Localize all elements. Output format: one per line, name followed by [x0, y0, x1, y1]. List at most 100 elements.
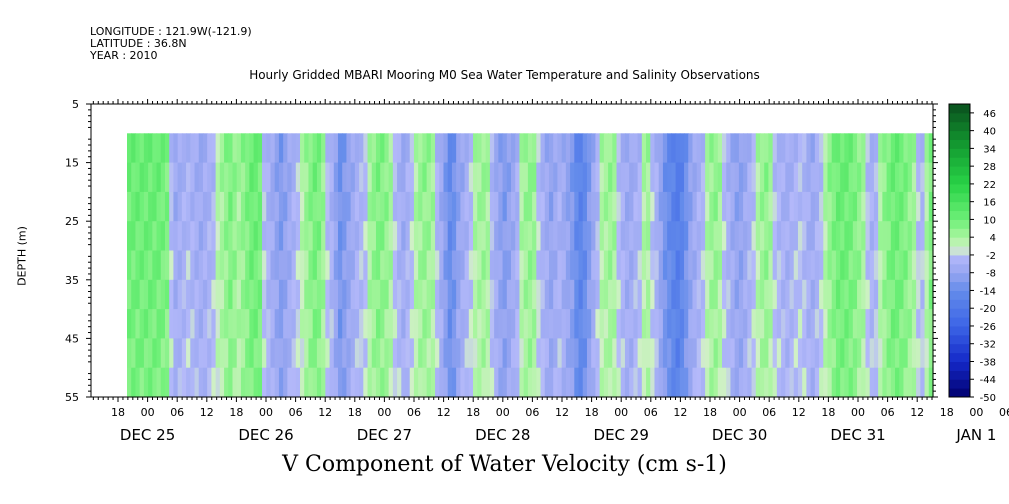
heatmap-cell [759, 162, 765, 193]
heatmap-cell [502, 309, 508, 339]
heatmap-cell [287, 162, 293, 193]
heatmap-cell [295, 279, 301, 310]
heatmap-cell [228, 162, 234, 193]
x-tick-label: 00 [377, 406, 391, 419]
heatmap-cell [641, 338, 647, 369]
heatmap-cell [848, 162, 854, 193]
heatmap-cell [194, 367, 200, 398]
heatmap-cell [641, 191, 647, 222]
heatmap-cell [802, 279, 807, 310]
heatmap-cell [443, 309, 449, 339]
heatmap-cell [654, 250, 660, 281]
heatmap-cell [451, 191, 457, 222]
heatmap-cell [895, 162, 900, 193]
x-date-label: DEC 31 [830, 426, 885, 444]
heatmap-cell [477, 309, 483, 339]
heatmap-cell [215, 367, 221, 398]
heatmap-cell [392, 191, 398, 222]
heatmap-cell [667, 367, 672, 398]
heatmap-cell [620, 309, 626, 339]
heatmap-cell [806, 367, 812, 398]
heatmap-cell [443, 191, 449, 222]
heatmap-cell [916, 133, 921, 164]
heatmap-cell [595, 279, 601, 310]
heatmap-cell [190, 279, 196, 310]
heatmap-cell [705, 367, 710, 398]
heatmap-cell [662, 221, 668, 252]
heatmap-cell [460, 367, 466, 398]
heatmap-cell [553, 338, 559, 369]
heatmap-cell [578, 279, 584, 310]
heatmap-cell [882, 279, 888, 310]
heatmap-cell [219, 309, 225, 339]
heatmap-cell [797, 133, 803, 164]
heatmap-cell [844, 162, 850, 193]
heatmap-cell [430, 133, 436, 164]
heatmap-cell [920, 309, 926, 339]
heatmap-cell [772, 279, 778, 310]
heatmap-cell [287, 367, 293, 398]
heatmap-cell [827, 309, 833, 339]
heatmap-cell [127, 221, 132, 252]
heatmap-cell [291, 191, 297, 222]
heatmap-cell [515, 367, 521, 398]
heatmap-cell [814, 367, 820, 398]
heatmap-cell [582, 162, 588, 193]
heatmap-cell [523, 250, 529, 281]
heatmap-cell [392, 279, 398, 310]
heatmap-cell [325, 309, 331, 339]
heatmap-cell [616, 279, 622, 310]
colorbar-label: 28 [983, 162, 996, 173]
colorbar-swatch [949, 192, 970, 203]
heatmap-cell [920, 279, 926, 310]
heatmap-cell [561, 221, 567, 252]
heatmap-cell [405, 221, 411, 252]
heatmap-cell [553, 367, 559, 398]
heatmap-cell [139, 162, 145, 193]
heatmap-cell [485, 221, 491, 252]
heatmap-cell [266, 250, 272, 281]
heatmap-cell [316, 338, 322, 369]
heatmap-cell [287, 221, 293, 252]
heatmap-cell [570, 162, 575, 193]
heatmap-cell [401, 279, 407, 310]
heatmap-cell [215, 191, 221, 222]
heatmap-cell [232, 162, 238, 193]
heatmap-cell [637, 162, 643, 193]
heatmap-cell [430, 221, 436, 252]
heatmap-cell [375, 338, 381, 369]
heatmap-cell [447, 367, 453, 398]
heatmap-cell [819, 250, 824, 281]
heatmap-cell [662, 367, 668, 398]
heatmap-cell [148, 133, 153, 164]
heatmap-cell [240, 133, 246, 164]
heatmap-cell [823, 338, 829, 369]
heatmap-cell [928, 191, 934, 222]
heatmap-cell [722, 338, 727, 369]
heatmap-cell [460, 309, 466, 339]
heatmap-cell [848, 221, 854, 252]
heatmap-cell [363, 191, 369, 222]
heatmap-cell [143, 133, 149, 164]
heatmap-cell [684, 221, 689, 252]
heatmap-cell [164, 162, 170, 193]
heatmap-cell [806, 250, 812, 281]
heatmap-cell [785, 221, 791, 252]
heatmap-cell [359, 309, 364, 339]
heatmap-cell [350, 162, 356, 193]
heatmap-cell [194, 250, 200, 281]
heatmap-cell [743, 162, 748, 193]
heatmap-cell [873, 191, 879, 222]
heatmap-cell [464, 338, 470, 369]
heatmap-cell [468, 367, 474, 398]
heatmap-cell [574, 191, 580, 222]
heatmap-cell [232, 221, 238, 252]
heatmap-cell [359, 279, 364, 310]
heatmap-cell [755, 367, 761, 398]
heatmap-cell [523, 309, 529, 339]
heatmap-cell [814, 221, 820, 252]
heatmap-cell [835, 279, 841, 310]
heatmap-cell [329, 221, 335, 252]
heatmap-cell [536, 279, 542, 310]
